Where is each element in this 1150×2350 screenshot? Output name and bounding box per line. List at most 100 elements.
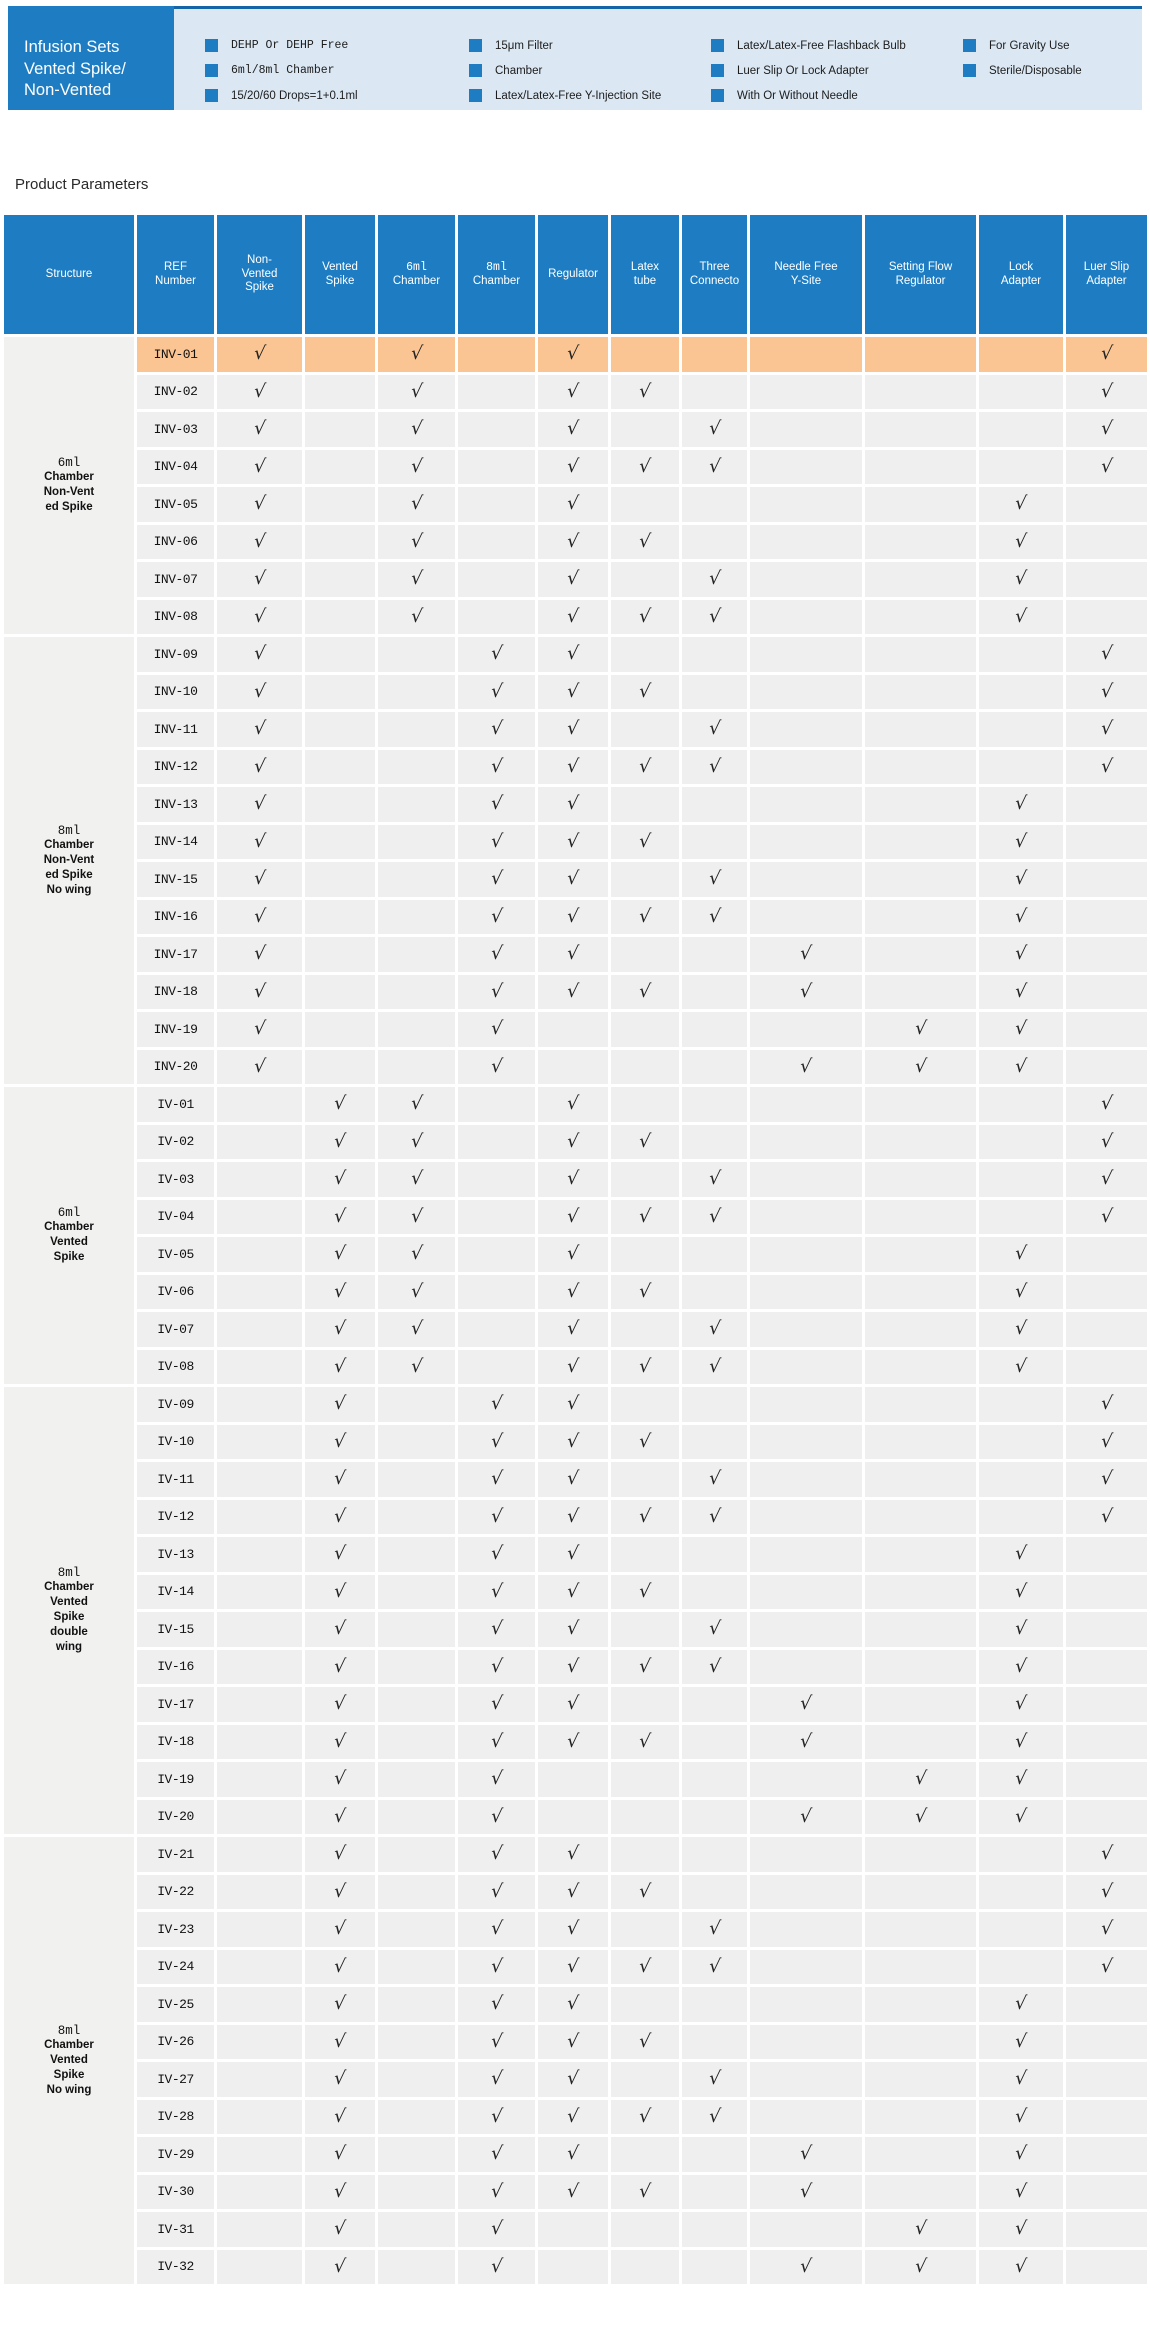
ref-cell: IV-09 (137, 1387, 214, 1422)
check-icon: √ (333, 1093, 347, 1115)
value-cell-vented_spike: √ (305, 1837, 375, 1872)
value-cell-needle_free_y_site: √ (750, 2249, 862, 2284)
value-cell-non_vented_spike: √ (217, 1012, 302, 1047)
value-cell-three_connector (682, 637, 747, 672)
column-header-line: Regulator (548, 267, 598, 280)
check-icon: √ (1014, 868, 1028, 890)
ref-cell: IV-04 (137, 1199, 214, 1234)
check-icon: √ (913, 2255, 928, 2277)
value-cell-latex_tube: √ (611, 1574, 679, 1609)
value-cell-lock_adapter (979, 1499, 1063, 1534)
feature-item: For Gravity Use (963, 33, 1082, 58)
value-cell-setting_flow_regulator (865, 1424, 976, 1459)
value-cell-chamber_6ml (378, 2174, 455, 2209)
value-cell-setting_flow_regulator: √ (865, 1762, 976, 1797)
value-cell-vented_spike: √ (305, 1949, 375, 1984)
check-icon: √ (252, 680, 267, 702)
check-icon: √ (1014, 2255, 1028, 2277)
value-cell-luer_slip_adapter: √ (1066, 449, 1147, 484)
value-cell-needle_free_y_site (750, 1462, 862, 1497)
value-cell-chamber_6ml (378, 1574, 455, 1609)
structure-group-label: 8ml Chamber Vented Spike double wing (4, 1387, 134, 1834)
check-icon: √ (1014, 1730, 1028, 1752)
value-cell-vented_spike: √ (305, 1237, 375, 1272)
value-cell-needle_free_y_site (750, 1649, 862, 1684)
ref-cell: IV-07 (137, 1312, 214, 1347)
check-icon: √ (489, 1055, 504, 1077)
structure-label-line: 8ml (57, 2023, 81, 2038)
value-cell-vented_spike (305, 1012, 375, 1047)
check-icon: √ (566, 1655, 580, 1677)
check-icon: √ (1099, 418, 1114, 440)
check-icon: √ (1099, 1130, 1114, 1152)
value-cell-chamber_8ml: √ (458, 1949, 535, 1984)
value-cell-chamber_6ml: √ (378, 412, 455, 447)
value-cell-regulator: √ (538, 1349, 608, 1384)
column-header-ref: REF Number (137, 215, 214, 334)
value-cell-luer_slip_adapter (1066, 562, 1147, 597)
ref-cell: IV-23 (137, 1912, 214, 1947)
value-cell-chamber_6ml (378, 2212, 455, 2247)
value-cell-luer_slip_adapter: √ (1066, 749, 1147, 784)
value-cell-chamber_8ml (458, 1162, 535, 1197)
check-icon: √ (333, 1655, 347, 1677)
value-cell-luer_slip_adapter: √ (1066, 1199, 1147, 1234)
value-cell-latex_tube (611, 487, 679, 522)
check-icon: √ (333, 2105, 347, 2127)
value-cell-lock_adapter (979, 1462, 1063, 1497)
value-cell-luer_slip_adapter (1066, 2062, 1147, 2097)
value-cell-needle_free_y_site (750, 1574, 862, 1609)
value-cell-three_connector (682, 2137, 747, 2172)
value-cell-chamber_6ml (378, 1049, 455, 1084)
value-cell-three_connector (682, 1049, 747, 1084)
column-header-line: Latex (630, 261, 660, 273)
column-header-line: Number (155, 274, 196, 287)
check-icon: √ (566, 1093, 580, 1115)
check-icon: √ (1014, 530, 1028, 552)
check-icon: √ (566, 455, 580, 477)
check-icon: √ (489, 2180, 504, 2202)
value-cell-setting_flow_regulator (865, 1349, 976, 1384)
value-cell-lock_adapter (979, 449, 1063, 484)
value-cell-vented_spike: √ (305, 1274, 375, 1309)
check-icon: √ (566, 1880, 580, 1902)
feature-label: DEHP Or DEHP Free (231, 39, 349, 52)
value-cell-setting_flow_regulator (865, 1574, 976, 1609)
check-icon: √ (566, 905, 580, 927)
value-cell-chamber_8ml: √ (458, 1762, 535, 1797)
structure-group-label: 6ml Chamber Non-Vent ed Spike (4, 337, 134, 634)
value-cell-latex_tube (611, 2249, 679, 2284)
check-icon: √ (1014, 2068, 1028, 2090)
value-cell-chamber_8ml: √ (458, 1387, 535, 1422)
structure-label-line: No wing (46, 2083, 92, 2096)
check-icon: √ (799, 2143, 813, 2165)
check-icon: √ (566, 2105, 580, 2127)
value-cell-non_vented_spike (217, 1387, 302, 1422)
value-cell-setting_flow_regulator (865, 337, 976, 372)
value-cell-lock_adapter: √ (979, 899, 1063, 934)
value-cell-regulator: √ (538, 1949, 608, 1984)
panel-top-line (174, 6, 1142, 9)
check-icon: √ (489, 905, 504, 927)
value-cell-needle_free_y_site (750, 1012, 862, 1047)
value-cell-non_vented_spike: √ (217, 862, 302, 897)
value-cell-chamber_6ml (378, 1612, 455, 1647)
value-cell-vented_spike: √ (305, 1499, 375, 1534)
check-icon: √ (333, 1843, 347, 1865)
feature-label: Sterile/Disposable (989, 64, 1082, 77)
check-icon: √ (489, 1543, 504, 1565)
value-cell-chamber_8ml: √ (458, 1424, 535, 1459)
check-icon: √ (638, 2030, 652, 2052)
check-icon: √ (489, 1805, 504, 1827)
check-icon: √ (1014, 1543, 1028, 1565)
check-icon: √ (566, 1993, 580, 2015)
check-icon: √ (1014, 2105, 1028, 2127)
value-cell-regulator: √ (538, 824, 608, 859)
value-cell-regulator: √ (538, 412, 608, 447)
value-cell-chamber_8ml: √ (458, 824, 535, 859)
check-icon: √ (707, 2105, 722, 2127)
value-cell-lock_adapter: √ (979, 1987, 1063, 2022)
value-cell-lock_adapter: √ (979, 599, 1063, 634)
value-cell-chamber_8ml: √ (458, 2137, 535, 2172)
feature-item: 15μm Filter (469, 33, 661, 58)
